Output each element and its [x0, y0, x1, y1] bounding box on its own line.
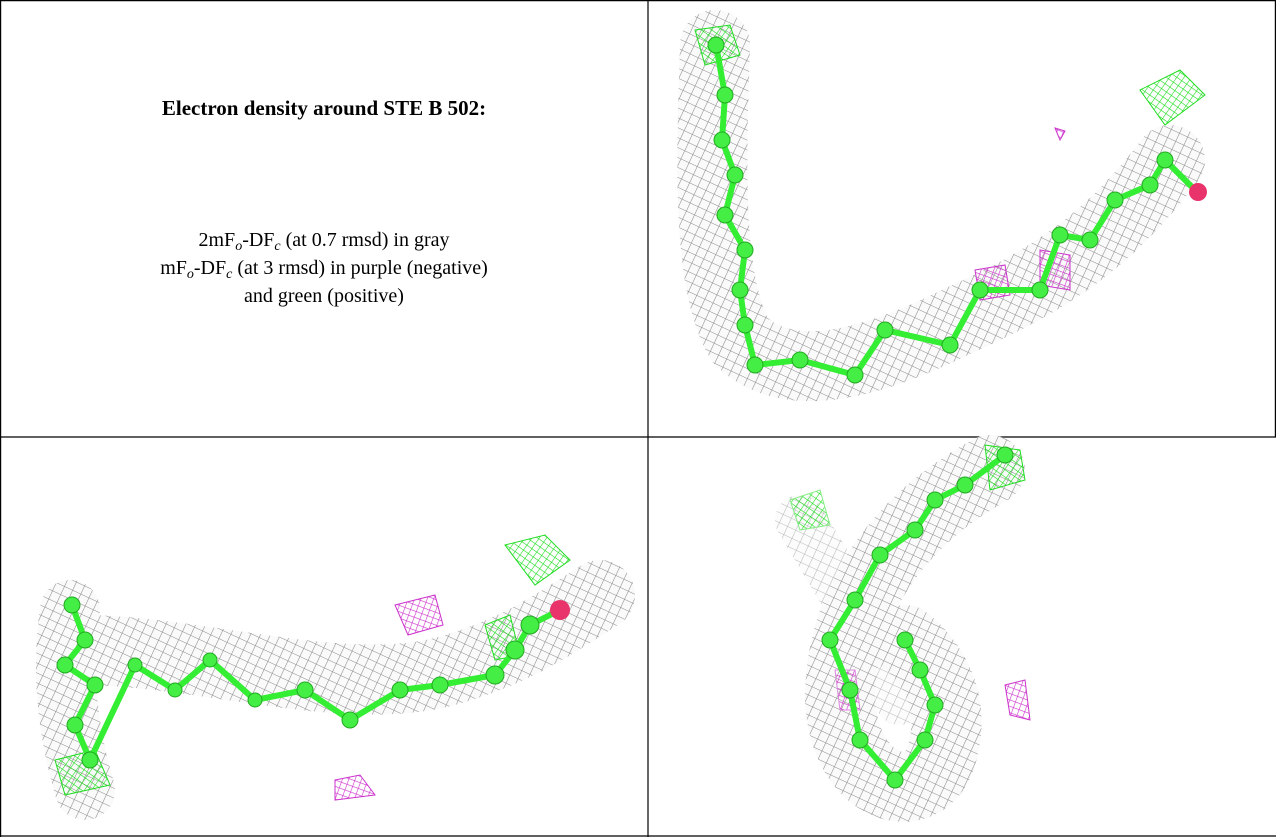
- density-view-1: [677, 10, 1207, 402]
- text-run: 2mF: [198, 229, 236, 251]
- text-run: mF: [160, 257, 187, 279]
- legend-lines: 2mFo-DFc (at 0.7 rmsd) in gray mFo-DFc (a…: [0, 226, 648, 310]
- text-run: (at 0.7 rmsd) in gray: [280, 229, 450, 251]
- legend-title: Electron density around STE B 502:: [161, 96, 487, 120]
- text-run: -DF: [242, 229, 275, 251]
- density-view-2: [35, 534, 635, 820]
- text-run: (at 3 rmsd) in purple (negative): [232, 257, 488, 279]
- text-run: -DF: [193, 257, 227, 279]
- subscript: c: [274, 239, 281, 254]
- subscript: c: [226, 267, 233, 282]
- legend-line: mFo-DFc (at 3 rmsd) in purple (negative): [0, 254, 648, 282]
- legend-line: 2mFo-DFc (at 0.7 rmsd) in gray: [0, 226, 648, 254]
- legend-line: and green (positive): [0, 282, 648, 310]
- density-view-3: [775, 435, 1031, 822]
- legend-cell: Electron density around STE B 502: 2mFo-…: [0, 0, 648, 437]
- subscript: o: [186, 267, 194, 282]
- subscript: o: [235, 239, 243, 254]
- text-run: and green (positive): [244, 285, 404, 307]
